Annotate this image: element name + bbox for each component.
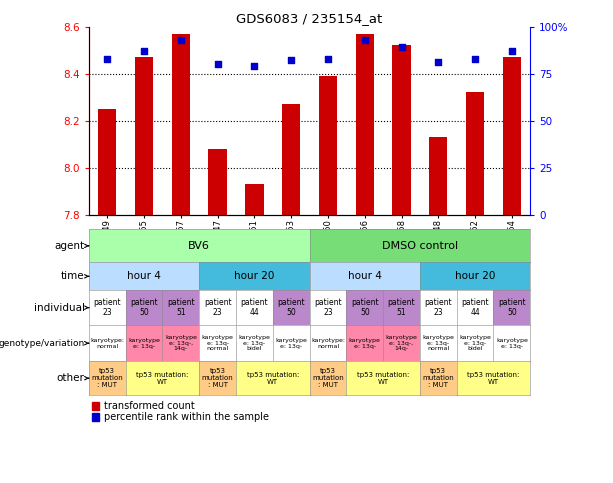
Text: karyotype
e: 13q-: karyotype e: 13q- — [128, 338, 160, 349]
Bar — [208, 149, 227, 215]
Text: tp53 mutation:
WT: tp53 mutation: WT — [246, 372, 299, 384]
Point — [397, 43, 406, 51]
Text: patient
51: patient 51 — [387, 298, 416, 317]
Point — [360, 36, 370, 43]
Text: karyotype:
normal: karyotype: normal — [311, 338, 345, 349]
Point — [286, 57, 296, 64]
Text: percentile rank within the sample: percentile rank within the sample — [104, 412, 269, 422]
Text: tp53
mutation
: MUT: tp53 mutation : MUT — [202, 368, 234, 388]
Text: karyotype
e: 13q-: karyotype e: 13q- — [275, 338, 307, 349]
Bar — [92, 413, 99, 421]
Text: patient
23: patient 23 — [314, 298, 342, 317]
Point — [507, 47, 517, 55]
Text: karyotype
e: 13q-: karyotype e: 13q- — [349, 338, 381, 349]
Text: hour 20: hour 20 — [234, 271, 275, 281]
Bar — [135, 57, 153, 215]
Text: BV6: BV6 — [188, 241, 210, 251]
Text: tp53
mutation
: MUT: tp53 mutation : MUT — [91, 368, 123, 388]
Point — [433, 58, 443, 66]
Text: patient
51: patient 51 — [167, 298, 195, 317]
Point — [323, 55, 333, 62]
Text: patient
23: patient 23 — [93, 298, 121, 317]
Bar — [356, 34, 374, 215]
Text: tp53 mutation:
WT: tp53 mutation: WT — [357, 372, 409, 384]
Bar — [92, 402, 99, 410]
Text: time: time — [61, 271, 85, 281]
Point — [213, 60, 223, 68]
Text: karyotype
e: 13q-: karyotype e: 13q- — [496, 338, 528, 349]
Text: tp53
mutation
: MUT: tp53 mutation : MUT — [422, 368, 454, 388]
Text: transformed count: transformed count — [104, 401, 195, 411]
Text: patient
44: patient 44 — [240, 298, 268, 317]
Text: individual: individual — [34, 303, 85, 313]
Point — [176, 36, 186, 43]
Bar — [503, 57, 521, 215]
Text: patient
50: patient 50 — [130, 298, 158, 317]
Text: genotype/variation: genotype/variation — [0, 339, 85, 348]
Text: tp53 mutation:
WT: tp53 mutation: WT — [136, 372, 189, 384]
Text: agent: agent — [55, 241, 85, 251]
Text: patient
23: patient 23 — [204, 298, 232, 317]
Text: karyotype
e: 13q-
normal: karyotype e: 13q- normal — [422, 335, 454, 352]
Bar — [392, 45, 411, 215]
Text: DMSO control: DMSO control — [382, 241, 458, 251]
Point — [470, 55, 480, 62]
Text: hour 4: hour 4 — [348, 271, 382, 281]
Text: karyotype
e: 13q-
bidel: karyotype e: 13q- bidel — [459, 335, 491, 352]
Text: karyotype
e: 13q-,
14q-: karyotype e: 13q-, 14q- — [165, 335, 197, 352]
Text: tp53
mutation
: MUT: tp53 mutation : MUT — [312, 368, 344, 388]
Text: patient
23: patient 23 — [424, 298, 452, 317]
Text: hour 20: hour 20 — [455, 271, 495, 281]
Text: karyotype
e: 13q-
bidel: karyotype e: 13q- bidel — [238, 335, 270, 352]
Text: patient
50: patient 50 — [277, 298, 305, 317]
Text: patient
50: patient 50 — [351, 298, 379, 317]
Text: tp53 mutation:
WT: tp53 mutation: WT — [467, 372, 520, 384]
Bar — [429, 137, 447, 215]
Text: hour 4: hour 4 — [127, 271, 161, 281]
Bar — [466, 92, 484, 215]
Bar — [319, 76, 337, 215]
Text: karyotype:
normal: karyotype: normal — [90, 338, 124, 349]
Text: other: other — [57, 373, 85, 383]
Text: patient
44: patient 44 — [461, 298, 489, 317]
Bar — [245, 185, 264, 215]
Text: karyotype
e: 13q-
normal: karyotype e: 13q- normal — [202, 335, 234, 352]
Bar — [98, 109, 116, 215]
Point — [139, 47, 149, 55]
Bar — [282, 104, 300, 215]
Title: GDS6083 / 235154_at: GDS6083 / 235154_at — [237, 13, 383, 26]
Bar — [172, 34, 190, 215]
Text: patient
50: patient 50 — [498, 298, 526, 317]
Point — [249, 62, 259, 70]
Text: karyotype
e: 13q-,
14q-: karyotype e: 13q-, 14q- — [386, 335, 417, 352]
Point — [102, 55, 112, 62]
